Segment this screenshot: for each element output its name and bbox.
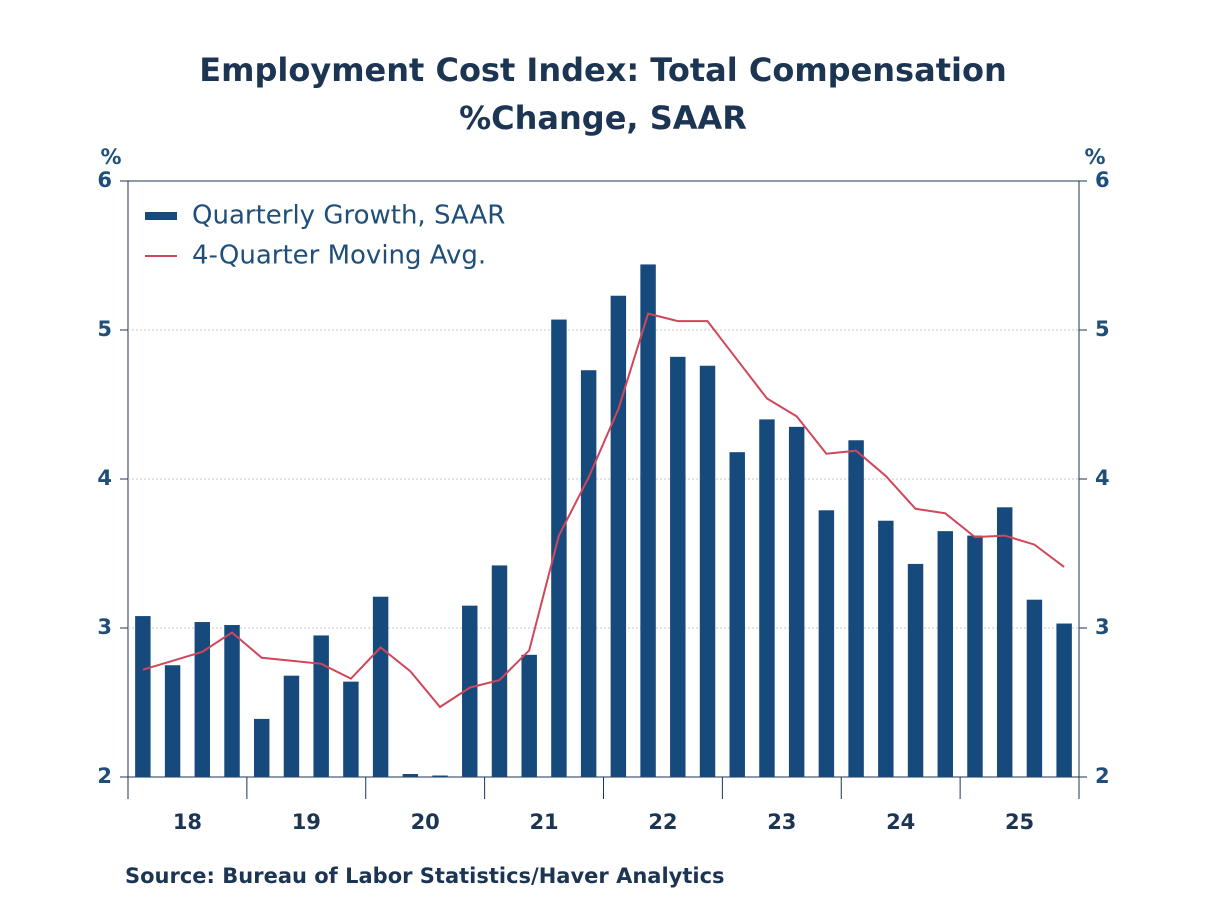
bar [878, 520, 894, 777]
bar [818, 510, 835, 777]
x-tick-label: 20 [411, 810, 440, 834]
y2-tick-label: 6 [1095, 168, 1110, 192]
source: Source: Bureau of Labor Statistics/Haver… [125, 864, 725, 888]
bar [521, 654, 537, 777]
bar [1026, 599, 1043, 777]
y2-tick-label: 4 [1095, 466, 1110, 490]
bar [402, 774, 419, 777]
y2-tick-label: 3 [1095, 615, 1110, 639]
bar [699, 365, 716, 777]
y-tick-label: 3 [97, 615, 112, 639]
bar [551, 319, 567, 777]
x-tick-label: 21 [529, 810, 558, 834]
bar [729, 452, 745, 777]
bar [313, 635, 329, 777]
chart-subtitle: %Change, SAAR [459, 99, 747, 137]
x-tick-label: 24 [886, 810, 915, 834]
legend-label: Quarterly Growth, SAAR [192, 201, 505, 231]
x-tick-label: 19 [292, 810, 321, 834]
bar [194, 622, 211, 777]
y2-unit: % [1084, 145, 1105, 169]
bar [848, 440, 864, 777]
bar [640, 264, 656, 777]
bar [610, 295, 627, 777]
bar [283, 675, 300, 777]
bar [164, 665, 181, 777]
bar [224, 625, 240, 777]
bar [1056, 623, 1072, 777]
bar [491, 565, 508, 777]
bar [996, 507, 1013, 777]
x-tick-label: 18 [173, 810, 202, 834]
bar [759, 419, 775, 777]
legend-swatch [145, 212, 177, 220]
line [142, 312, 1065, 709]
bar [788, 426, 805, 777]
bar [254, 718, 270, 777]
bar [372, 596, 389, 777]
x-tick-label: 22 [648, 810, 677, 834]
bar [967, 535, 983, 777]
y-tick-label: 4 [97, 466, 112, 490]
legend-label: 4-Quarter Moving Avg. [192, 241, 486, 271]
y-tick-label: 5 [97, 317, 112, 341]
y-tick-label: 6 [97, 168, 112, 192]
x-tick-label: 25 [1005, 810, 1034, 834]
bar [580, 370, 597, 777]
chart-title: Employment Cost Index: Total Compensatio… [199, 51, 1006, 89]
y2-tick-label: 5 [1095, 317, 1110, 341]
x-tick-label: 23 [767, 810, 796, 834]
bar [135, 616, 151, 777]
bar [670, 356, 686, 777]
bar [343, 681, 359, 777]
y-unit: % [100, 145, 121, 169]
y2-tick-label: 2 [1095, 764, 1110, 788]
bar [432, 775, 448, 777]
bar [937, 531, 953, 777]
y-tick-label: 2 [97, 764, 112, 788]
bar [907, 563, 924, 777]
bar [462, 605, 478, 777]
